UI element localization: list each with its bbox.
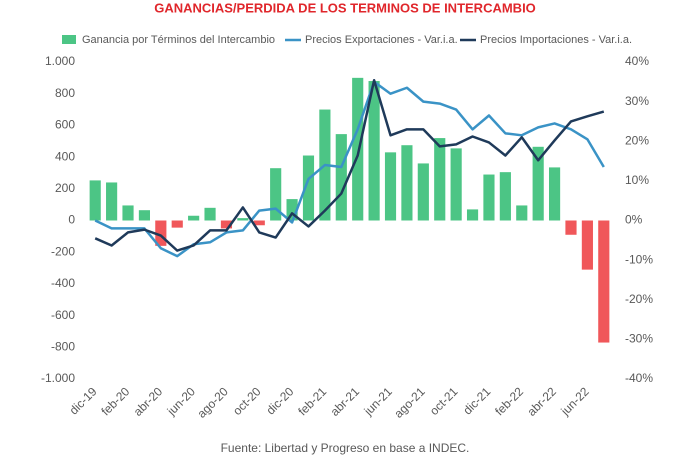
y-tick-label: 600 — [55, 118, 75, 132]
y-tick-label: 800 — [55, 86, 75, 100]
chart-title: GANANCIAS/PERDIDA DE LOS TERMINOS DE INT… — [154, 0, 536, 15]
y-tick-label: 200 — [55, 181, 75, 195]
bar — [565, 220, 577, 235]
bar — [598, 220, 610, 343]
bar — [335, 134, 347, 221]
legend-label: Precios Importaciones - Var.i.a. — [480, 34, 632, 46]
x-tick-label: abr-21 — [328, 384, 363, 419]
bar — [237, 218, 249, 221]
y-tick-label: -200 — [51, 244, 75, 258]
bar — [352, 77, 364, 221]
x-tick-label: abr-20 — [131, 384, 166, 419]
source: Fuente: Libertad y Progreso en base a IN… — [221, 441, 470, 455]
x-tick-label: jun-22 — [558, 384, 592, 418]
x-tick-label: jun-21 — [361, 384, 395, 418]
bar — [401, 145, 413, 221]
x-tick-label: oct-20 — [230, 384, 264, 418]
bar — [302, 155, 315, 221]
legend-label: Ganancia por Términos del Intercambio — [82, 34, 275, 46]
y2-tick-label: -10% — [625, 252, 653, 266]
bar — [89, 180, 101, 221]
x-tick-label: feb-21 — [295, 384, 329, 418]
bar — [220, 220, 233, 229]
x-tick-label: ago-21 — [391, 384, 428, 421]
x-tick-label: feb-22 — [492, 384, 526, 418]
y2-tick-label: 10% — [625, 173, 649, 187]
y2-tick-label: 40% — [625, 54, 649, 68]
y-tick-label: -800 — [51, 339, 75, 353]
x-tick-label: oct-21 — [427, 384, 461, 418]
bar — [384, 152, 397, 221]
bar — [516, 205, 528, 221]
bar — [270, 168, 282, 221]
legend-swatch — [62, 35, 76, 44]
bar — [499, 172, 511, 221]
bar — [417, 163, 429, 221]
y2-tick-label: 0% — [625, 213, 643, 227]
bar — [549, 167, 561, 221]
bar — [138, 210, 150, 221]
x-tick-label: dic-21 — [460, 384, 493, 417]
legend-label: Precios Exportaciones - Var.i.a. — [305, 34, 458, 46]
x-tick-label: dic-19 — [67, 384, 100, 417]
x-tick-label: dic-20 — [263, 384, 296, 417]
bar — [466, 209, 479, 221]
bar — [286, 199, 298, 221]
y2-tick-label: -30% — [625, 332, 653, 346]
bar — [434, 138, 446, 221]
y-tick-label: 1.000 — [45, 54, 75, 68]
x-tick-label: jun-20 — [164, 384, 198, 418]
x-tick-label: abr-22 — [525, 384, 560, 419]
y-tick-label: -600 — [51, 308, 75, 322]
line — [94, 80, 605, 258]
y-tick-label: 0 — [68, 213, 75, 227]
bar — [581, 220, 593, 270]
y2-tick-label: -40% — [625, 371, 653, 385]
y-tick-label: -400 — [51, 276, 75, 290]
bar — [188, 215, 200, 221]
bar — [155, 220, 167, 246]
bar — [368, 81, 380, 221]
bar — [171, 220, 183, 228]
x-tick-label: feb-20 — [98, 384, 132, 418]
y2-tick-label: 20% — [625, 133, 649, 147]
bar — [106, 182, 118, 221]
bar — [532, 146, 544, 221]
y-tick-label: 400 — [55, 149, 75, 163]
y2-tick-label: -20% — [625, 292, 653, 306]
y2-tick-label: 30% — [625, 94, 649, 108]
bar — [122, 205, 134, 221]
y-tick-label: -1.000 — [41, 371, 75, 385]
x-tick-label: ago-20 — [194, 384, 231, 421]
bar — [483, 174, 495, 221]
bar — [204, 207, 216, 221]
line — [94, 78, 605, 252]
bar — [253, 220, 265, 226]
bar — [450, 148, 462, 221]
